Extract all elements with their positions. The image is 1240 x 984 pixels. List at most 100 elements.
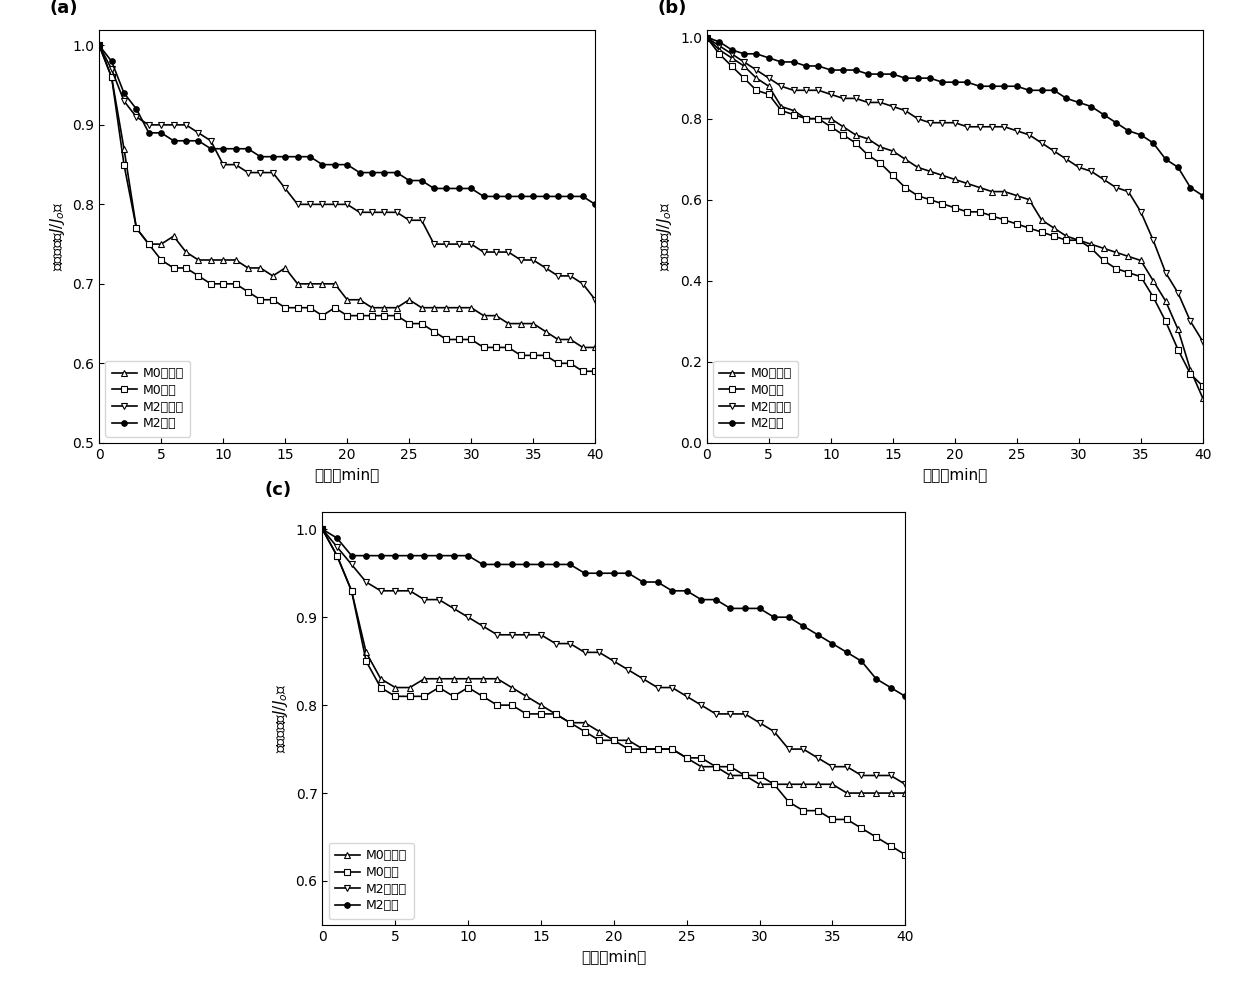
M2光照 (446, 550, 461, 562)
M0无光照 (352, 294, 367, 306)
M0无光照 (811, 113, 826, 125)
M0无光照 (910, 161, 925, 173)
M2无光照 (365, 207, 379, 218)
Line: M0光照: M0光照 (97, 42, 598, 374)
M0无光照 (947, 173, 962, 185)
M2无光照 (303, 199, 317, 211)
M0无光照 (461, 673, 476, 685)
M0无光照 (432, 673, 446, 685)
M0光照 (551, 357, 565, 369)
M2无光照 (548, 638, 563, 649)
M2无光照 (749, 64, 764, 76)
M0光照 (548, 708, 563, 720)
M0无光照 (839, 787, 854, 799)
M0无光照 (154, 238, 169, 250)
M0无光照 (799, 113, 813, 125)
Line: M2光照: M2光照 (97, 42, 598, 208)
M2光照 (352, 166, 367, 178)
M0光照 (588, 365, 603, 377)
M0无光照 (724, 52, 739, 64)
M2光照 (216, 143, 231, 154)
M2光照 (340, 158, 355, 170)
M0无光照 (417, 673, 432, 685)
M2光照 (575, 191, 590, 203)
M0无光照 (650, 743, 665, 755)
M2光照 (315, 523, 330, 535)
M0光照 (972, 206, 987, 217)
M2无光照 (1096, 173, 1111, 185)
M2无光照 (591, 646, 606, 658)
M2光照 (505, 559, 520, 571)
M0光照 (1034, 226, 1049, 238)
M2无光照 (476, 246, 491, 258)
M2光照 (290, 151, 305, 162)
M0无光照 (1183, 364, 1198, 376)
M0光照 (825, 814, 839, 826)
M0光照 (781, 796, 796, 808)
M2光照 (947, 77, 962, 89)
M0光照 (117, 158, 131, 170)
M2光照 (104, 55, 119, 67)
M0光照 (636, 743, 651, 755)
M2光照 (737, 48, 751, 60)
M0无光照 (997, 186, 1012, 198)
M2光照 (839, 646, 854, 658)
M0无光照 (1022, 194, 1037, 206)
M2无光照 (1034, 137, 1049, 149)
M2光照 (330, 532, 345, 544)
M0光照 (513, 349, 528, 361)
M0光照 (1009, 218, 1024, 230)
M2光照 (563, 191, 578, 203)
M0光照 (154, 254, 169, 266)
M2无光照 (315, 523, 330, 535)
M0无光照 (588, 341, 603, 353)
M0光照 (786, 108, 801, 120)
M2光照 (228, 143, 243, 154)
M2光照 (563, 559, 578, 571)
M0无光照 (402, 682, 417, 694)
M0无光照 (141, 238, 156, 250)
M0光照 (708, 761, 723, 772)
M2光照 (365, 166, 379, 178)
M0无光照 (1096, 242, 1111, 254)
Line: M2无光照: M2无光照 (97, 42, 598, 302)
M0无光照 (694, 761, 709, 772)
M2光照 (1071, 96, 1086, 108)
M0光照 (476, 341, 491, 353)
M2无光照 (241, 166, 255, 178)
M0无光照 (278, 262, 293, 274)
M2光照 (786, 56, 801, 68)
M0无光照 (1084, 238, 1099, 250)
M2光照 (548, 559, 563, 571)
M0无光照 (960, 177, 975, 189)
M0无光照 (712, 44, 727, 56)
M0无光照 (738, 769, 753, 781)
M0光照 (1084, 242, 1099, 254)
M0无光照 (786, 104, 801, 116)
M2光照 (708, 593, 723, 605)
M2光照 (650, 576, 665, 587)
M0光照 (1096, 255, 1111, 267)
M2无光照 (1158, 267, 1173, 278)
M0无光照 (1009, 190, 1024, 202)
M2无光照 (446, 602, 461, 614)
M2光照 (1158, 154, 1173, 165)
M0光照 (241, 286, 255, 298)
M0无光照 (166, 230, 181, 242)
M0光照 (446, 691, 461, 703)
M0无光照 (923, 165, 937, 177)
M0无光照 (591, 725, 606, 737)
M0光照 (1133, 271, 1148, 282)
M2无光照 (191, 127, 206, 139)
M0无光照 (1047, 222, 1061, 234)
M0无光照 (446, 673, 461, 685)
M0无光照 (315, 277, 330, 289)
M2光照 (799, 60, 813, 72)
M0无光照 (501, 318, 516, 330)
M0光照 (854, 823, 869, 834)
M0光照 (352, 310, 367, 322)
M0光照 (179, 262, 193, 274)
M2无光照 (104, 63, 119, 75)
M2无光照 (340, 199, 355, 211)
M2光照 (868, 673, 883, 685)
